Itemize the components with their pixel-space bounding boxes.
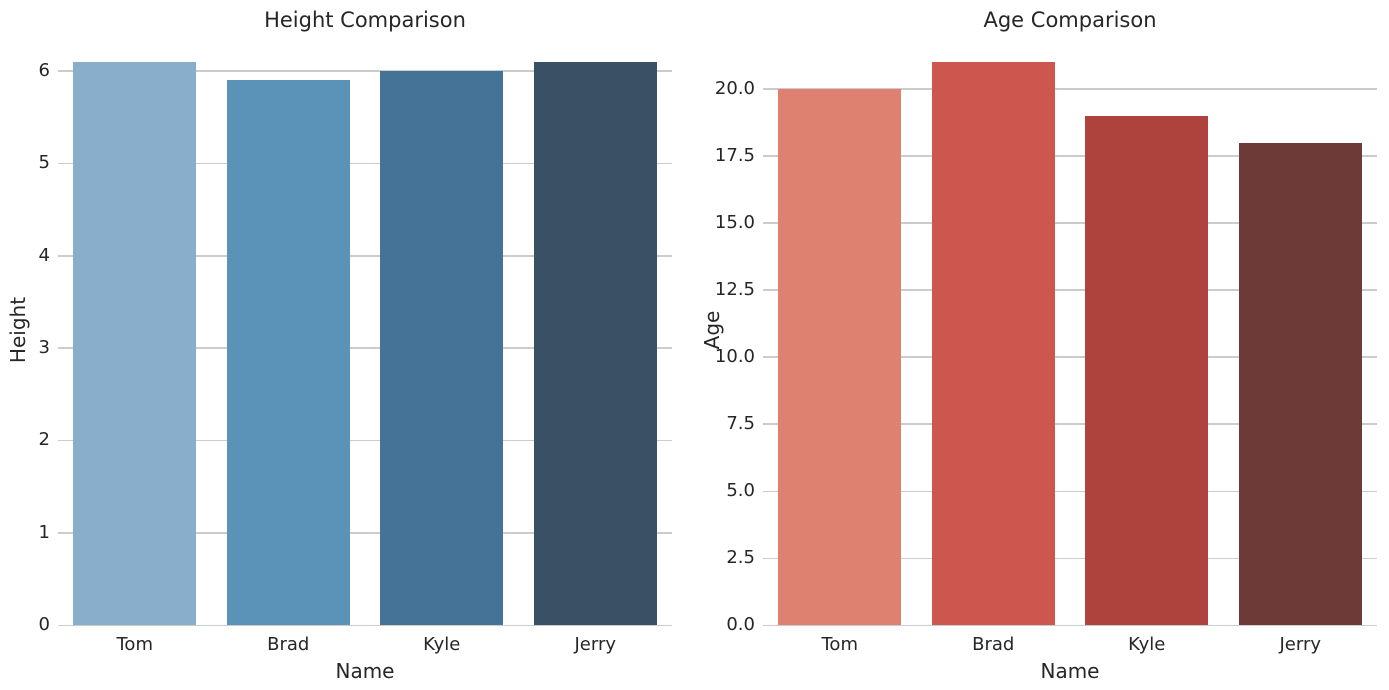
gridline — [58, 162, 672, 165]
y-tick-label: 15.0 — [714, 211, 755, 233]
gridline — [763, 88, 1377, 90]
bar-kyle — [1085, 115, 1209, 625]
y-tick-label: 2 — [38, 429, 50, 451]
y-tick-label: 20.0 — [714, 77, 755, 99]
bar-brad — [931, 62, 1055, 625]
x-tick-label: Kyle — [423, 634, 461, 655]
y-tick-label: 6 — [38, 59, 50, 81]
subplot-age-comparison: Age Comparison Age Name 0.0 2.5 5.0 7.5 10.0… — [694, 0, 1388, 690]
x-axis-label: Name — [335, 659, 395, 683]
bar-tom — [73, 61, 197, 625]
y-tick-label: 0.0 — [726, 614, 755, 635]
plot-area — [58, 34, 672, 626]
chart-title: Age Comparison — [983, 8, 1157, 32]
x-tick-label: Tom — [821, 634, 858, 655]
gridline — [763, 490, 1377, 492]
x-tick-label: Kyle — [1128, 634, 1166, 655]
bar-jerry — [533, 61, 657, 625]
bar-kyle — [380, 70, 504, 625]
y-tick-label: 3 — [38, 336, 50, 358]
bar-jerry — [1238, 142, 1362, 625]
subplot-height-comparison: Height Comparison Height Name 0 1 2 3 4 5 6 Tom… — [0, 0, 694, 690]
y-tick-label: 4 — [38, 244, 50, 266]
gridline — [763, 624, 1377, 626]
gridline — [763, 356, 1377, 358]
y-tick-label: 2.5 — [726, 546, 755, 568]
y-tick-label: 17.5 — [714, 144, 755, 166]
gridline — [763, 289, 1377, 291]
y-tick-label: 7.5 — [726, 412, 755, 434]
gridline — [58, 255, 672, 257]
gridline — [58, 532, 672, 534]
gridline — [58, 439, 672, 442]
bar-tom — [778, 88, 902, 625]
y-tick-label: 10.0 — [714, 345, 755, 367]
gridline — [58, 70, 672, 72]
x-axis-label: Name — [1040, 659, 1100, 683]
gridline — [58, 347, 672, 349]
y-tick-label: 12.5 — [714, 278, 755, 300]
y-axis-label: Age — [700, 310, 724, 349]
y-tick-label: 5.0 — [726, 479, 755, 501]
y-tick-label: 5 — [38, 152, 50, 174]
x-tick-label: Brad — [267, 634, 310, 655]
gridline — [763, 155, 1377, 157]
gridline — [58, 624, 672, 626]
x-tick-label: Jerry — [1279, 634, 1322, 655]
x-tick-label: Brad — [972, 634, 1015, 655]
gridline — [763, 222, 1377, 224]
y-tick-label: 1 — [38, 521, 50, 543]
y-tick-label: 0 — [38, 614, 50, 635]
chart-title: Height Comparison — [264, 8, 466, 32]
gridline — [763, 557, 1377, 559]
gridline — [763, 423, 1377, 425]
plot-area — [763, 34, 1377, 626]
x-tick-label: Tom — [116, 634, 153, 655]
bar-brad — [226, 80, 350, 625]
x-tick-label: Jerry — [574, 634, 617, 655]
